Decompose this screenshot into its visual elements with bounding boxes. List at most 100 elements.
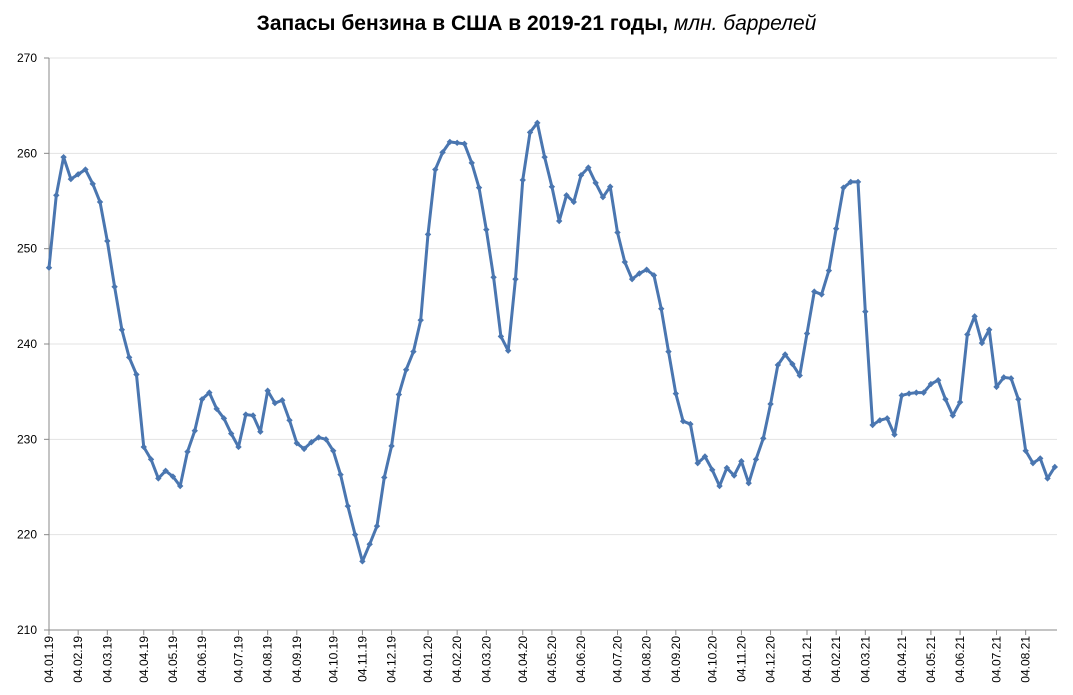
data-point	[599, 193, 607, 201]
x-tick-label: 04.08.19	[261, 636, 275, 683]
data-point	[1000, 374, 1007, 381]
data-point	[1029, 459, 1037, 467]
data-point	[796, 372, 803, 379]
data-point	[315, 434, 322, 441]
x-tick-label: 04.06.21	[953, 636, 967, 683]
data-point	[847, 178, 854, 186]
x-tick-label: 04.10.19	[326, 636, 340, 683]
data-point	[82, 166, 89, 173]
data-point	[359, 558, 366, 565]
data-point	[67, 175, 75, 183]
data-point	[964, 331, 971, 338]
data-point	[993, 383, 1000, 391]
x-tick-label: 04.05.20	[545, 636, 559, 683]
data-point	[439, 149, 446, 156]
data-point	[308, 438, 315, 446]
data-point	[752, 456, 760, 463]
data-point	[410, 348, 417, 355]
data-point	[169, 473, 177, 480]
y-tick-label: 270	[17, 51, 37, 65]
x-tick-label: 04.02.21	[829, 636, 843, 683]
data-point	[475, 184, 483, 191]
data-point	[825, 267, 833, 274]
data-point	[191, 427, 198, 434]
data-point	[709, 466, 716, 474]
data-point	[577, 172, 585, 179]
data-point	[913, 389, 920, 396]
chart-title-unit: млн. баррелей	[673, 12, 817, 35]
data-point	[1007, 375, 1015, 382]
y-tick-label: 250	[17, 242, 37, 256]
data-point	[213, 405, 220, 413]
x-tick-label: 04.07.21	[990, 636, 1004, 683]
x-tick-label: 04.08.20	[640, 636, 654, 683]
x-tick-label: 04.01.19	[42, 636, 56, 683]
data-point	[607, 183, 614, 190]
data-point	[330, 447, 337, 454]
data-point	[74, 171, 82, 178]
x-tick-label: 04.12.20	[764, 636, 778, 683]
data-point	[570, 198, 577, 206]
data-point	[679, 418, 687, 425]
data-points	[45, 119, 1059, 565]
data-point	[672, 390, 680, 397]
x-tick-label: 04.08.21	[1019, 636, 1033, 683]
chart-title-text: Запасы бензина в США в 2019-21 годы,	[256, 12, 668, 35]
data-point	[891, 431, 898, 438]
data-point	[490, 274, 497, 281]
data-point	[883, 415, 891, 422]
y-tick-label: 210	[17, 623, 37, 637]
data-point	[388, 442, 395, 450]
data-point	[563, 192, 570, 199]
data-point	[898, 392, 905, 399]
data-point	[293, 439, 301, 447]
data-point	[264, 387, 271, 394]
data-point	[548, 183, 556, 190]
x-tick-label: 04.05.21	[924, 636, 938, 683]
data-point	[286, 417, 293, 424]
data-point	[760, 435, 767, 442]
data-point	[271, 399, 279, 407]
data-point	[716, 482, 723, 490]
x-tick-label: 04.02.19	[71, 636, 85, 683]
data-point	[986, 326, 993, 333]
data-point	[781, 351, 789, 358]
data-point	[417, 316, 424, 324]
data-point	[504, 347, 512, 354]
data-point	[927, 380, 935, 388]
data-point	[373, 522, 381, 530]
data-point	[934, 377, 942, 384]
data-point	[344, 502, 352, 510]
data-point	[242, 411, 249, 418]
data-point	[402, 366, 410, 373]
data-point	[395, 391, 403, 398]
data-point	[176, 482, 184, 490]
data-point	[665, 348, 672, 355]
data-point	[45, 264, 53, 271]
data-point	[381, 474, 388, 481]
chart-title: Запасы бензина в США в 2019-21 годы, млн…	[0, 12, 1073, 36]
data-point	[701, 453, 709, 460]
data-point	[125, 354, 133, 361]
data-point	[730, 472, 738, 479]
x-tick-label: 04.03.20	[479, 636, 493, 683]
data-point	[592, 179, 599, 187]
data-point	[468, 159, 475, 167]
data-point	[643, 266, 650, 273]
data-point	[432, 166, 439, 173]
axes	[44, 57, 1057, 635]
data-point	[519, 176, 526, 184]
data-point	[53, 192, 60, 199]
data-point	[811, 288, 818, 295]
data-point	[1022, 447, 1029, 454]
data-point	[206, 389, 213, 396]
x-tick-label: 04.10.20	[705, 636, 719, 683]
data-point	[956, 398, 964, 406]
data-point	[453, 139, 461, 147]
data-point	[220, 415, 228, 422]
x-tick-label: 04.12.19	[385, 636, 399, 683]
data-point	[351, 531, 359, 538]
x-tick-label: 04.05.19	[166, 636, 180, 683]
data-point	[184, 448, 191, 455]
